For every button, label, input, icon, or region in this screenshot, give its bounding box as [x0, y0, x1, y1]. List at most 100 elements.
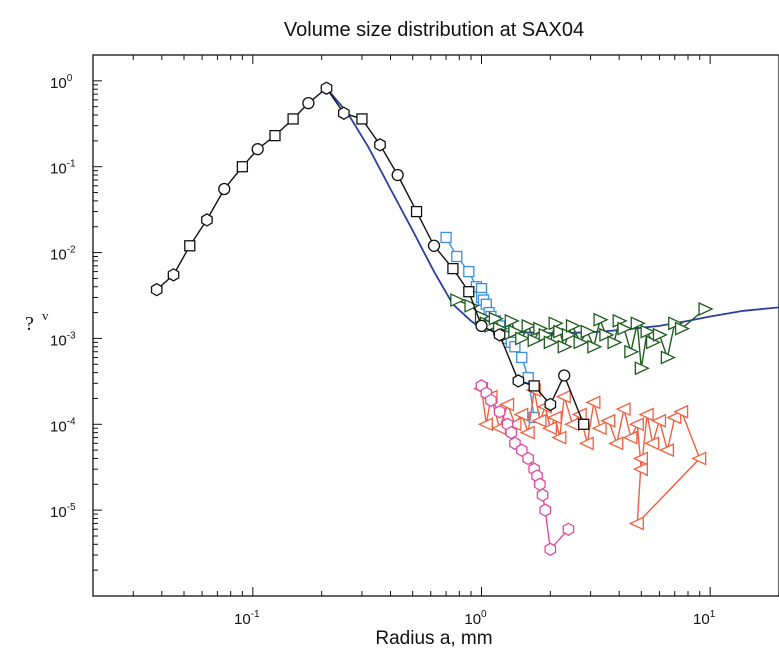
data-point	[543, 335, 559, 350]
data-point	[236, 161, 249, 173]
data-point	[522, 451, 535, 466]
data-point	[587, 339, 603, 354]
data-point	[541, 421, 557, 436]
data-point	[391, 168, 404, 182]
data-point	[644, 436, 660, 451]
series-4	[475, 379, 575, 557]
data-point	[557, 339, 573, 354]
data-point	[650, 413, 667, 428]
data-point	[477, 417, 493, 432]
data-point	[499, 397, 515, 412]
data-point	[463, 286, 475, 298]
data-point	[660, 350, 676, 365]
y-axis-label-sup: v	[42, 308, 49, 323]
series-line	[325, 87, 779, 335]
data-point	[509, 341, 521, 353]
data-point	[447, 262, 459, 275]
y-axis-label-main: ?	[25, 313, 34, 335]
data-point	[515, 331, 531, 346]
data-point	[374, 138, 386, 152]
data-point	[600, 413, 616, 428]
data-point	[599, 327, 615, 342]
data-point	[674, 321, 691, 336]
data-point	[544, 397, 557, 412]
data-point	[638, 407, 654, 422]
data-point	[269, 129, 281, 142]
data-point	[440, 231, 452, 244]
data-point	[488, 311, 504, 326]
data-point	[184, 240, 196, 252]
data-point	[451, 250, 463, 263]
data-point	[544, 542, 557, 557]
data-point	[410, 205, 423, 218]
data-point	[521, 318, 537, 333]
data-point	[585, 395, 601, 410]
data-point	[558, 369, 571, 382]
data-point	[337, 106, 350, 120]
data-point	[578, 418, 590, 430]
data-point	[628, 417, 644, 432]
y-tick-label: 10-5	[50, 502, 76, 521]
chart-title: Volume size distribution at SAX04	[284, 19, 584, 41]
series-layer	[150, 81, 779, 557]
data-point	[546, 410, 562, 425]
data-point	[580, 324, 596, 339]
data-point	[607, 335, 623, 350]
data-point	[632, 451, 648, 466]
data-point	[563, 417, 580, 432]
data-point	[475, 319, 488, 333]
data-point	[624, 344, 640, 359]
data-point	[527, 333, 543, 348]
data-point	[356, 113, 368, 125]
data-point	[691, 451, 707, 466]
data-point	[536, 488, 549, 502]
data-point	[450, 293, 466, 308]
data-point	[673, 404, 689, 419]
data-point	[506, 417, 522, 432]
data-point	[519, 425, 535, 440]
data-point	[562, 522, 575, 536]
series-0	[325, 87, 779, 335]
data-point	[320, 81, 333, 95]
data-point	[628, 516, 644, 531]
data-point	[512, 374, 525, 388]
data-point	[565, 318, 582, 333]
data-point	[504, 313, 520, 328]
series-line	[156, 87, 585, 425]
data-point	[615, 402, 631, 417]
series-5	[150, 81, 590, 430]
data-point	[251, 143, 264, 156]
data-point	[698, 302, 714, 317]
x-tick-label: 100	[464, 609, 487, 628]
data-point	[493, 328, 506, 342]
data-point	[658, 443, 675, 458]
data-point	[634, 361, 650, 376]
series-line	[480, 388, 701, 526]
data-point	[513, 407, 529, 422]
data-point	[593, 312, 609, 327]
data-point	[551, 430, 567, 445]
y-tick-label: 10-4	[50, 416, 76, 435]
y-tick-label: 10-3	[50, 330, 76, 349]
data-point	[287, 113, 299, 125]
plot-frame	[92, 54, 779, 597]
data-point	[528, 380, 540, 392]
x-axis: 10-1 100 101	[92, 55, 779, 628]
series-2	[450, 293, 714, 376]
data-point	[555, 389, 571, 404]
data-point	[150, 282, 163, 297]
data-point	[573, 335, 589, 350]
data-point	[553, 324, 569, 339]
data-point	[666, 410, 682, 425]
data-point	[534, 477, 546, 492]
data-point	[464, 298, 480, 313]
data-point	[463, 265, 475, 278]
y-tick-label: 100	[50, 73, 73, 92]
data-point	[578, 436, 594, 451]
y-tick-label: 10-1	[50, 159, 76, 178]
data-point	[531, 413, 547, 428]
data-point	[630, 316, 646, 331]
data-point	[561, 327, 577, 342]
data-point	[622, 430, 638, 445]
